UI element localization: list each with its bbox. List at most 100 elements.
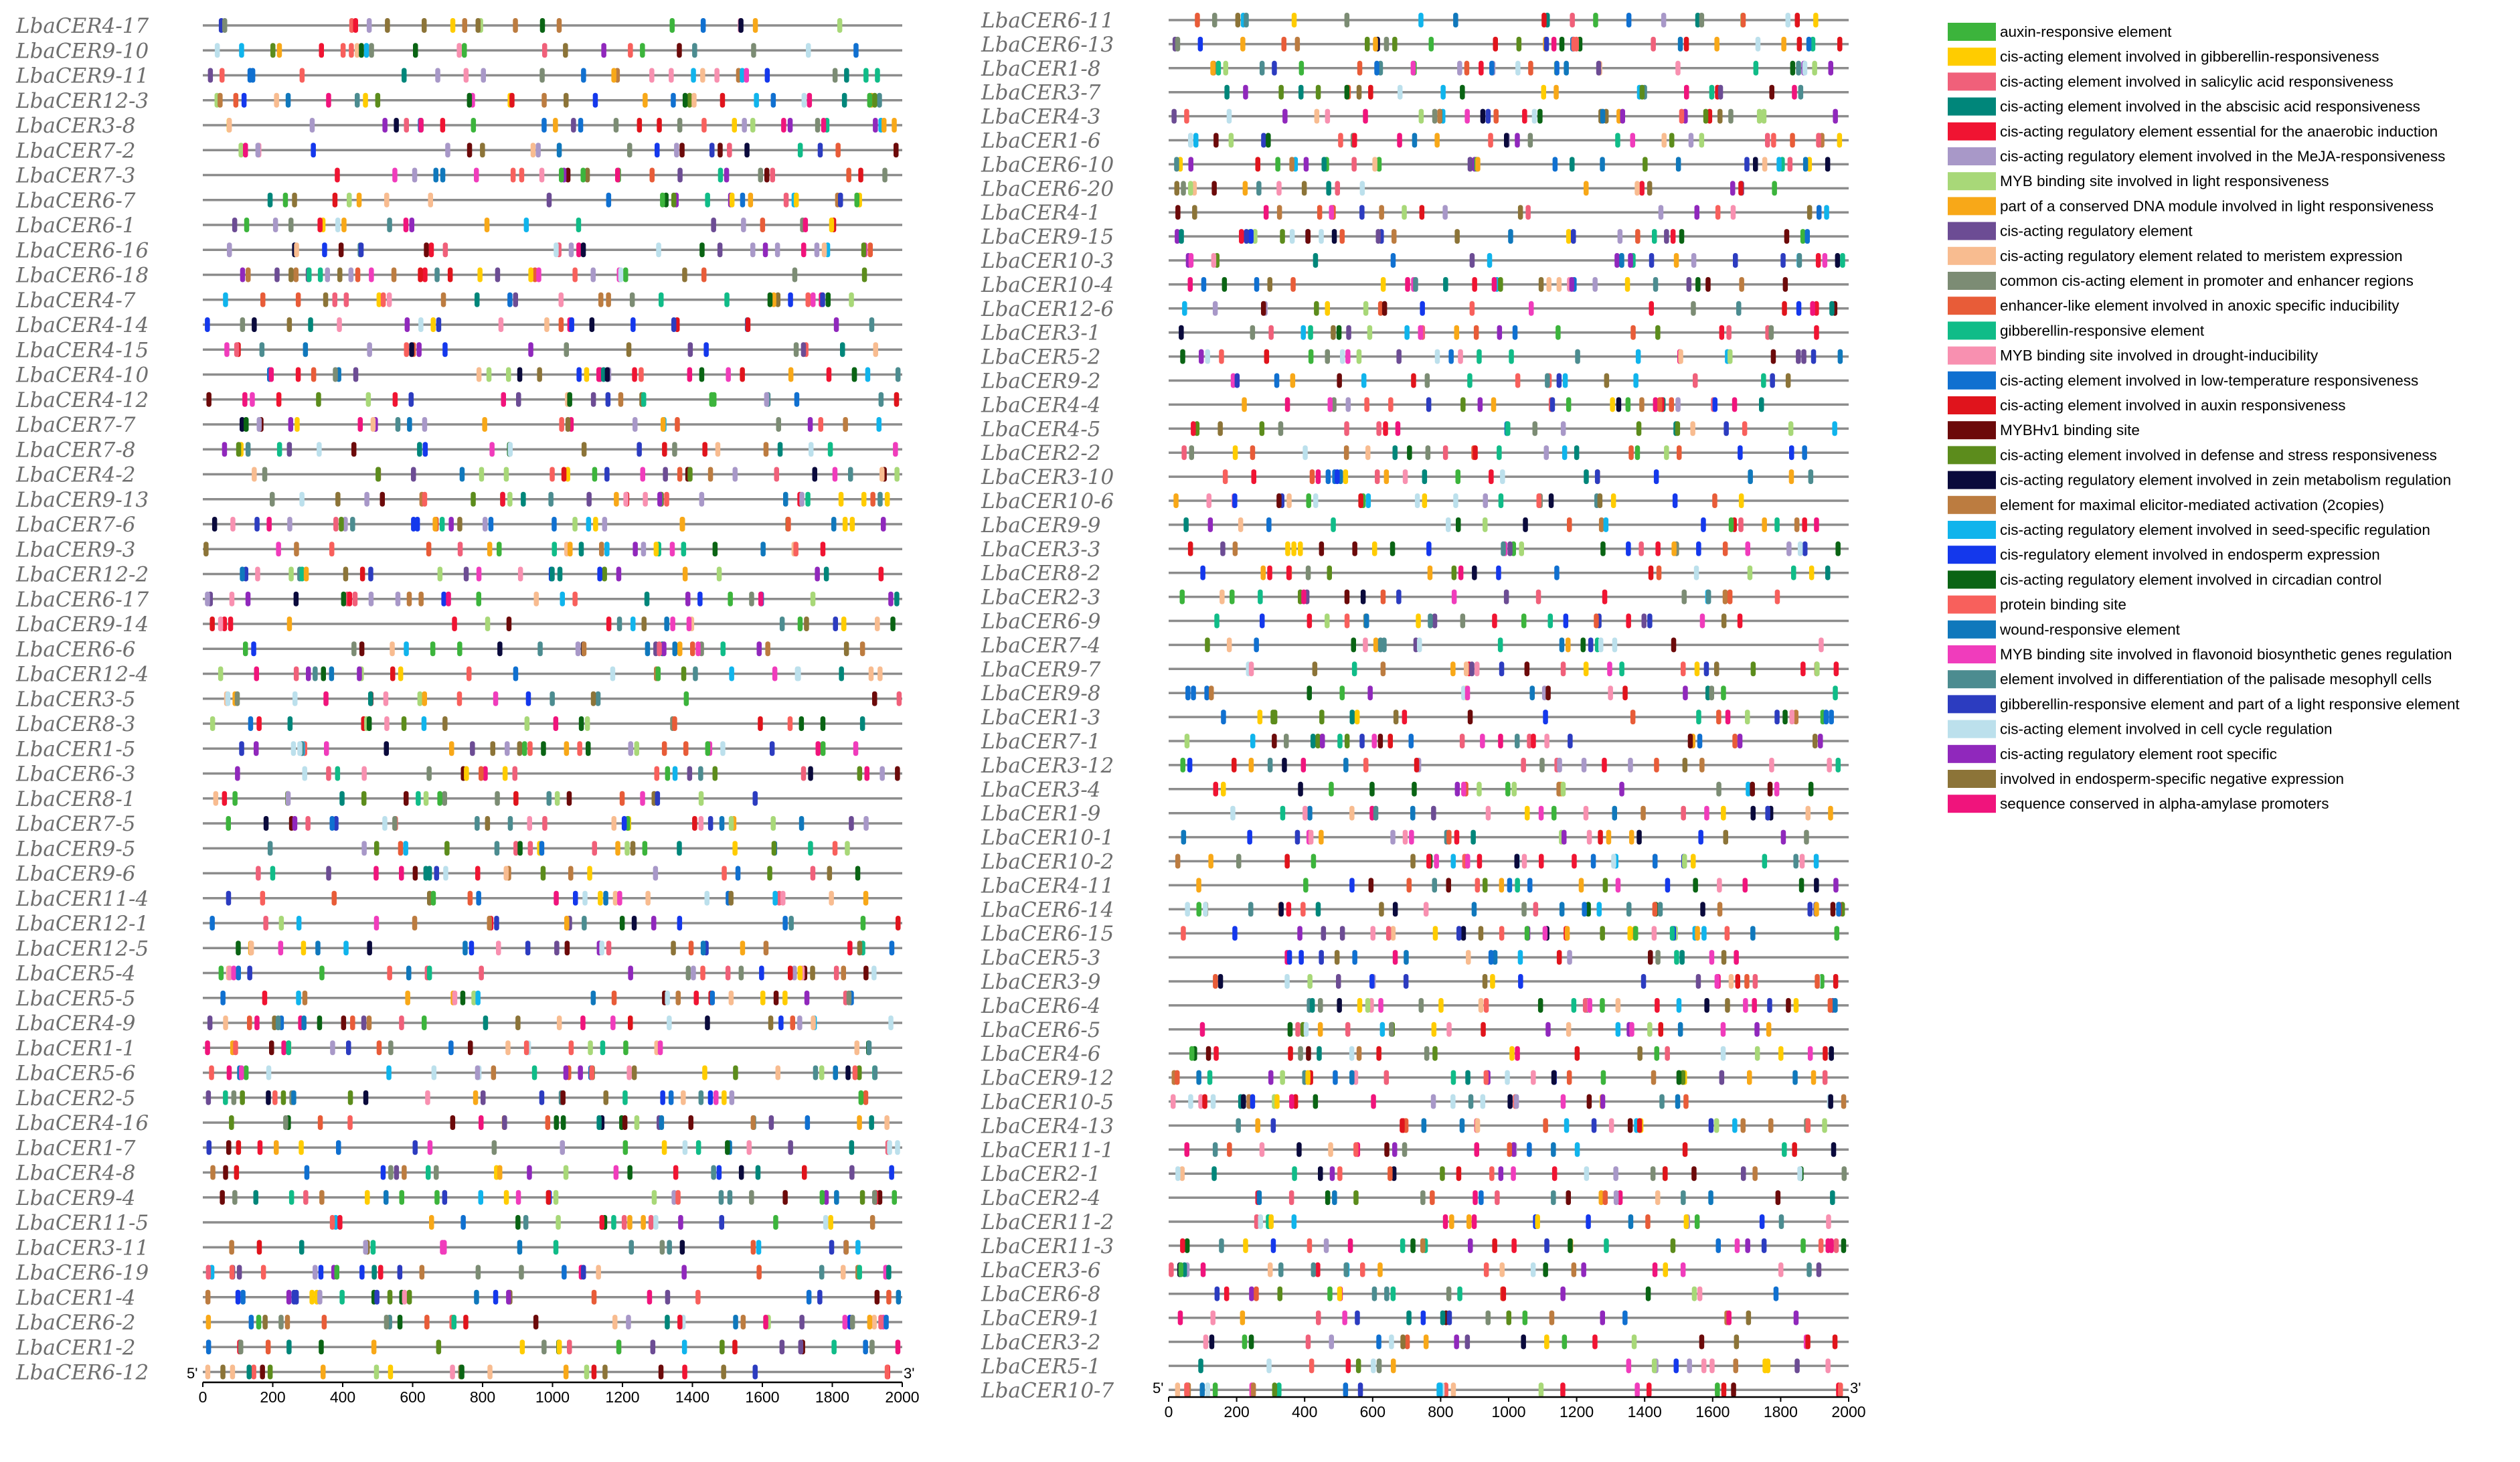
cis-element-box (590, 267, 596, 282)
cis-element-box (1359, 181, 1365, 196)
cis-element-box (675, 990, 681, 1005)
cis-element-box (1377, 734, 1383, 748)
cis-element-box (1214, 613, 1220, 629)
cis-element-box (1580, 637, 1586, 653)
cis-element-box (1673, 253, 1679, 268)
cis-element-box (1726, 325, 1732, 340)
cis-element-box (1212, 1142, 1218, 1157)
gene-row: LbaCER6-10 (981, 153, 1849, 177)
cis-element-box (1424, 1046, 1430, 1061)
gene-row: LbaCER1-9 (981, 802, 1849, 826)
cis-element-box (803, 218, 809, 232)
cis-element-box (236, 965, 241, 981)
cis-element-box (1709, 685, 1714, 701)
cis-element-box (1594, 613, 1599, 629)
cis-element-box (1790, 133, 1795, 148)
cis-element-box (560, 1140, 565, 1155)
cis-element-box (1527, 878, 1533, 893)
axis-tick-label: 1000 (1491, 1403, 1525, 1420)
cis-element-box (482, 417, 487, 432)
cis-element-box (1726, 1310, 1732, 1325)
legend-item: element involved in differentiation of t… (1948, 670, 2432, 689)
cis-element-box (1199, 1022, 1205, 1037)
cis-element-box (1549, 397, 1556, 412)
cis-element-box (487, 916, 492, 930)
cis-element-box (398, 666, 404, 681)
cis-element-box (587, 866, 592, 881)
cis-element-box (693, 666, 698, 681)
cis-element-box (1291, 1214, 1297, 1229)
cis-element-box (1597, 493, 1603, 508)
gene-row: LbaCER11-1 (981, 1138, 1849, 1162)
cis-element-box (640, 43, 645, 58)
legend-swatch (1948, 23, 1996, 41)
cis-element-box (452, 990, 458, 1005)
cis-element-box (220, 990, 226, 1005)
cis-element-box (1506, 1310, 1511, 1325)
cis-element-box (1598, 829, 1603, 845)
cis-element-box (315, 941, 321, 956)
cis-element-box (1600, 926, 1605, 941)
cis-element-box (855, 866, 861, 881)
cis-element-box (554, 1115, 559, 1130)
cis-element-box (874, 1289, 880, 1305)
cis-element-box (1643, 157, 1648, 172)
gene-row: LbaCER9-8 (981, 681, 1849, 706)
cis-element-box (388, 1364, 394, 1380)
cis-element-box (1598, 517, 1604, 532)
cis-element-box (259, 342, 265, 357)
cis-element-box (1380, 661, 1386, 677)
cis-element-box (495, 791, 500, 806)
cis-element-box (640, 467, 645, 482)
cis-element-box (1822, 1070, 1828, 1085)
cis-element-box (1708, 1118, 1714, 1133)
gene-label: LbaCER6-17 (15, 588, 149, 612)
cis-element-box (1461, 685, 1466, 701)
cis-element-box (434, 1190, 440, 1205)
cis-element-box (1628, 253, 1633, 268)
cis-element-box (376, 292, 382, 307)
cis-element-box (1748, 469, 1753, 485)
cis-element-box (1181, 829, 1187, 845)
cis-element-box (596, 367, 602, 382)
cis-element-box (1296, 1142, 1302, 1157)
cis-element-box (1242, 1334, 1248, 1350)
cis-element-box (1736, 301, 1742, 316)
cis-element-box (1700, 902, 1705, 917)
cis-element-box (1515, 373, 1521, 388)
gene-row: LbaCER3-8 (15, 114, 902, 138)
cis-element-box (846, 990, 852, 1005)
cis-element-box (1232, 493, 1238, 508)
cis-element-box (1598, 637, 1604, 653)
cis-element-box (1743, 997, 1748, 1013)
cis-element-box (1301, 589, 1307, 604)
cis-element-box (1284, 854, 1290, 869)
gene-label: LbaCER7-6 (15, 513, 136, 537)
cis-element-box (744, 68, 749, 83)
cis-element-box (1683, 685, 1688, 701)
cis-element-box (604, 367, 610, 382)
cis-element-box (205, 1315, 212, 1329)
cis-element-box (424, 1315, 430, 1329)
legend-item: cis-acting regulatory element essential … (1948, 122, 2438, 141)
cis-element-box (1825, 157, 1831, 172)
cis-element-box (546, 192, 552, 208)
cis-element-box (854, 192, 859, 208)
cis-element-box (649, 167, 655, 183)
cis-element-box (363, 1240, 368, 1255)
cis-element-box (479, 965, 484, 981)
cis-element-box (1227, 1142, 1232, 1157)
legend-item: cis-acting regulatory element involved i… (1948, 147, 2445, 165)
cis-element-box (702, 1065, 707, 1080)
cis-element-box (244, 218, 250, 232)
cis-element-box (553, 118, 558, 133)
cis-element-box (575, 641, 581, 657)
cis-element-box (888, 591, 894, 606)
cis-element-box (720, 92, 726, 108)
cis-element-box (688, 941, 694, 956)
cis-element-box (476, 591, 481, 606)
legend-label: protein binding site (2000, 596, 2126, 613)
cis-element-box (1306, 1046, 1311, 1061)
cis-element-box (1480, 1094, 1486, 1109)
cis-element-box (1714, 36, 1719, 52)
